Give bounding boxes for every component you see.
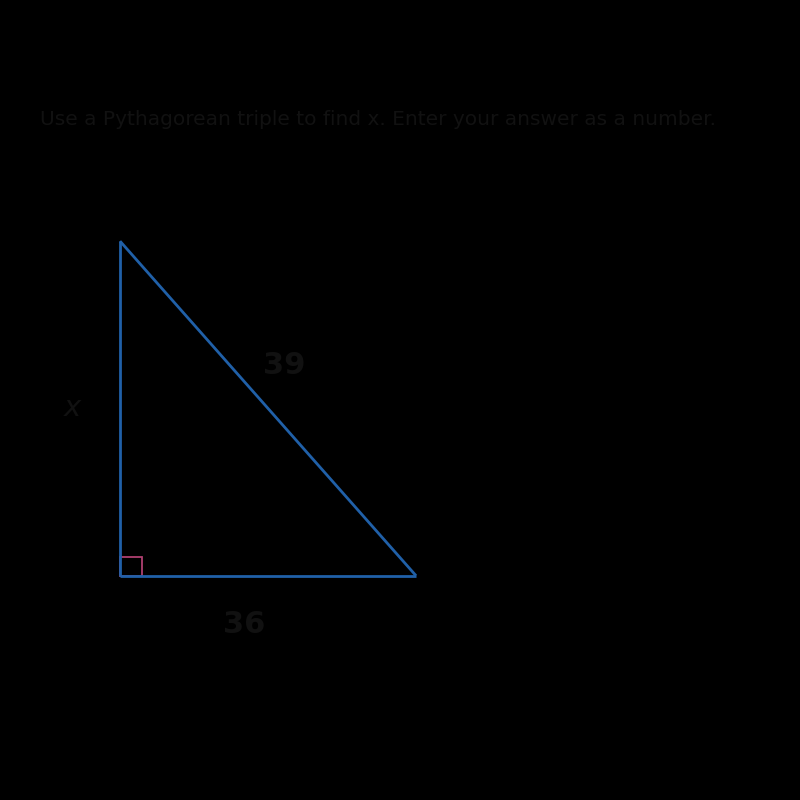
Bar — [120, 558, 142, 576]
Text: Use a Pythagorean triple to find x. Enter your answer as a number.: Use a Pythagorean triple to find x. Ente… — [40, 110, 716, 129]
Text: 39: 39 — [262, 351, 306, 380]
Text: 36: 36 — [223, 610, 265, 639]
Text: x: x — [63, 394, 81, 422]
